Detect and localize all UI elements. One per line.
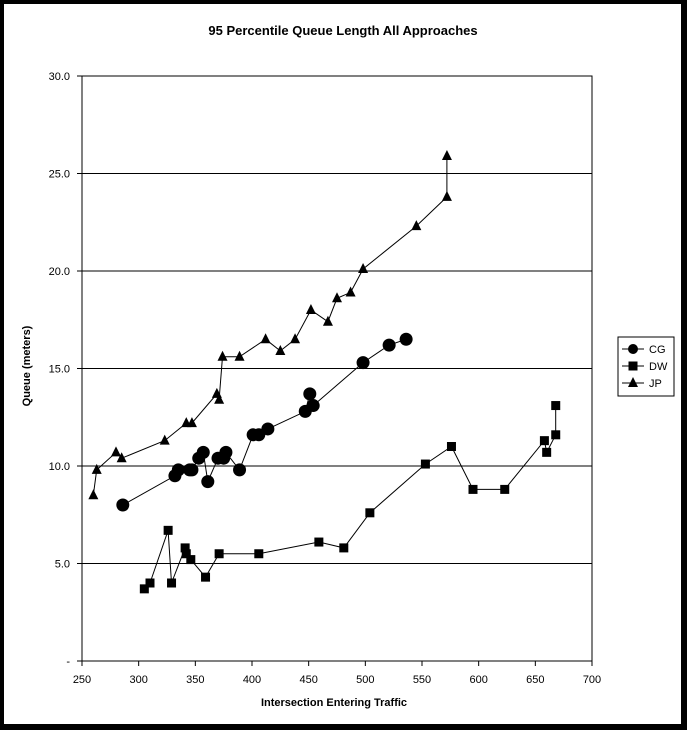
data-point-cg: [382, 338, 396, 352]
data-point-jp: [217, 350, 228, 361]
series-cg: [116, 332, 413, 512]
data-point-dw: [201, 572, 211, 582]
x-tick-label: 300: [129, 674, 147, 686]
data-point-cg: [233, 463, 247, 477]
data-point-cg: [356, 356, 370, 370]
data-point-jp: [116, 452, 127, 463]
data-point-dw: [167, 578, 177, 588]
data-point-cg: [219, 445, 233, 459]
data-point-cg: [201, 475, 215, 489]
data-point-dw: [500, 484, 510, 494]
x-tick-label: 600: [469, 674, 487, 686]
data-point-dw: [468, 484, 478, 494]
x-tick-label: 400: [243, 674, 261, 686]
data-point-dw: [551, 430, 561, 440]
legend-label-dw: DW: [649, 361, 668, 373]
data-point-jp: [411, 220, 422, 231]
y-axis: - 5.0 10.0 15.0 20.0 25.0 30.0: [49, 71, 82, 668]
data-point-dw: [420, 459, 430, 469]
data-point-jp: [91, 463, 102, 474]
data-point-dw: [180, 543, 190, 553]
y-tick-label: 25.0: [49, 169, 70, 181]
legend-label-jp: JP: [649, 378, 662, 390]
data-point-dw: [145, 578, 155, 588]
data-point-jp: [234, 350, 245, 361]
data-point-dw: [186, 555, 196, 565]
legend-marker-cg: [628, 344, 638, 354]
data-point-dw: [339, 543, 349, 553]
data-point-cg: [196, 445, 210, 459]
x-tick-label: 550: [413, 674, 431, 686]
y-tick-label: 15.0: [49, 364, 70, 376]
chart-frame: 95 Percentile Queue Length All Approache…: [4, 4, 681, 724]
data-point-cg: [303, 387, 317, 401]
data-point-jp: [111, 446, 121, 457]
data-point-jp: [260, 333, 271, 344]
data-point-jp: [159, 434, 170, 445]
data-point-jp: [358, 263, 369, 274]
data-point-jp: [88, 489, 99, 500]
data-point-cg: [261, 422, 275, 436]
data-point-dw: [539, 436, 549, 446]
series-line-dw: [143, 405, 557, 590]
data-point-cg: [171, 463, 185, 477]
data-point-jp: [186, 417, 197, 428]
data-point-dw: [163, 525, 173, 535]
data-point-jp: [345, 286, 356, 297]
series-dw: [139, 401, 561, 594]
data-point-dw: [254, 549, 264, 559]
data-point-dw: [181, 549, 191, 559]
grid: [82, 173, 592, 564]
series-jp: [88, 149, 452, 500]
data-point-dw: [214, 549, 224, 559]
x-tick-label: 250: [73, 674, 91, 686]
y-tick-label: -: [66, 656, 70, 668]
series-layer: [88, 149, 561, 594]
y-tick-label: 20.0: [49, 266, 70, 278]
data-point-dw: [365, 508, 375, 518]
y-tick-label: 30.0: [49, 71, 70, 83]
data-point-dw: [551, 401, 561, 411]
x-tick-label: 650: [526, 674, 544, 686]
data-point-jp: [214, 393, 225, 404]
legend-label-cg: CG: [649, 344, 666, 356]
x-axis: 250 300 350 400 450 500 550 600 650 700: [73, 661, 601, 686]
y-tick-label: 10.0: [49, 461, 70, 473]
data-point-jp: [322, 315, 333, 326]
x-tick-label: 450: [299, 674, 317, 686]
y-axis-title: Queue (meters): [21, 325, 33, 406]
x-tick-label: 500: [356, 674, 374, 686]
x-tick-label: 350: [186, 674, 204, 686]
chart: 95 Percentile Queue Length All Approache…: [21, 23, 675, 709]
legend: CG DW JP: [617, 336, 675, 397]
legend-marker-jp: [628, 377, 638, 387]
data-point-jp: [275, 344, 286, 355]
data-point-jp: [441, 149, 452, 160]
data-point-dw: [542, 447, 552, 457]
data-point-cg: [399, 332, 413, 346]
data-point-dw: [139, 584, 149, 594]
data-point-jp: [290, 333, 301, 344]
data-point-dw: [314, 537, 324, 547]
data-point-cg: [116, 498, 130, 512]
series-line-jp: [92, 156, 448, 496]
x-axis-title: Intersection Entering Traffic: [261, 697, 407, 709]
x-tick-label: 700: [583, 674, 601, 686]
y-tick-label: 5.0: [55, 559, 70, 571]
data-point-jp: [441, 190, 452, 201]
data-point-jp: [305, 304, 316, 314]
data-point-cg: [185, 463, 199, 477]
data-point-dw: [446, 442, 456, 451]
data-point-cg: [306, 399, 320, 413]
chart-title: 95 Percentile Queue Length All Approache…: [208, 23, 477, 38]
data-point-jp: [332, 292, 342, 303]
legend-marker-dw: [628, 361, 638, 371]
